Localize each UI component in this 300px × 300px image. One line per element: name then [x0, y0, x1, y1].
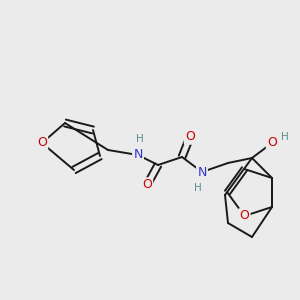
Text: H: H — [281, 132, 289, 142]
Text: O: O — [267, 136, 277, 149]
Text: O: O — [185, 130, 195, 143]
Text: O: O — [142, 178, 152, 191]
Text: H: H — [194, 183, 202, 193]
Text: N: N — [197, 166, 207, 178]
Text: O: O — [37, 136, 47, 149]
Text: H: H — [136, 134, 144, 144]
Text: N: N — [133, 148, 143, 161]
Text: O: O — [239, 209, 249, 223]
